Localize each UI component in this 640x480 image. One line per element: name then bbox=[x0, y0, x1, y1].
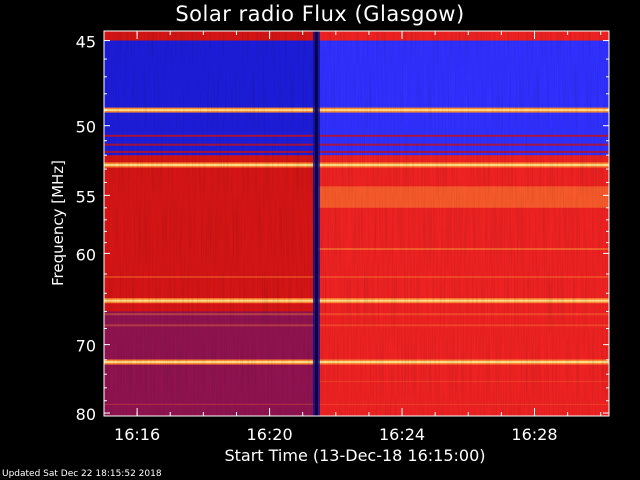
data-gap-core bbox=[314, 31, 318, 416]
y-tick-label-5: 80 bbox=[76, 405, 96, 424]
y-tick-label-2: 55 bbox=[76, 187, 96, 206]
y-tick-label-1: 50 bbox=[76, 118, 96, 137]
x-axis-label: Start Time (13-Dec-18 16:15:00) bbox=[224, 446, 485, 465]
streak-texture bbox=[104, 31, 609, 416]
axes: 45 50 55 60 70 80 16:16 16:20 16:24 16:28 bbox=[76, 30, 610, 444]
x-tick-label-0: 16:16 bbox=[114, 425, 160, 444]
y-tick-label-4: 70 bbox=[76, 337, 96, 356]
plot-frame bbox=[103, 30, 610, 417]
y-tick-label-3: 60 bbox=[76, 245, 96, 264]
y-tick-label-0: 45 bbox=[76, 33, 96, 52]
chart-title: Solar radio Flux (Glasgow) bbox=[175, 2, 465, 26]
spectrogram-image bbox=[104, 31, 609, 416]
x-tick-label-3: 16:28 bbox=[511, 425, 557, 444]
x-tick-label-1: 16:20 bbox=[247, 425, 293, 444]
y-axis-label: Frequency [MHz] bbox=[49, 160, 67, 286]
x-tick-label-2: 16:24 bbox=[379, 425, 425, 444]
updated-timestamp: Updated Sat Dec 22 18:15:52 2018 bbox=[2, 469, 162, 479]
